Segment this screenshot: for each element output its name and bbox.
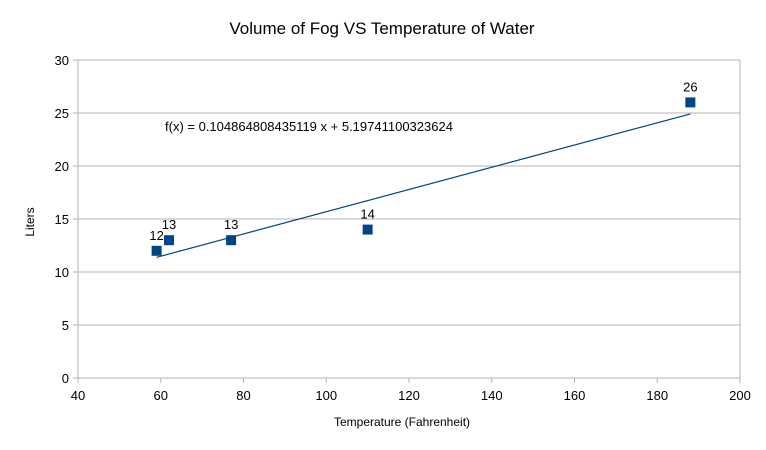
x-tick-label: 60: [154, 388, 168, 403]
chart-title: Volume of Fog VS Temperature of Water: [229, 19, 535, 38]
trendline-group: [156, 113, 691, 258]
x-tick-label: 160: [564, 388, 586, 403]
y-tick-label: 5: [62, 318, 69, 333]
x-axis-ticks: 40 60 80 100 120 140 160 180 200: [71, 388, 751, 403]
data-points: [151, 97, 696, 256]
gridlines: [73, 59, 740, 379]
x-tick-label: 200: [729, 388, 751, 403]
data-label: 14: [360, 207, 374, 222]
data-point: [362, 224, 373, 235]
x-tick-label: 180: [646, 388, 668, 403]
trendline-equation: f(x) = 0.104864808435119 x + 5.197411003…: [165, 119, 453, 134]
y-tick-label: 20: [55, 159, 69, 174]
y-tick-label: 10: [55, 265, 69, 280]
x-axis-label: Temperature (Fahrenheit): [334, 415, 470, 429]
axes: [77, 60, 741, 383]
data-point: [685, 97, 696, 108]
trendline: [156, 113, 691, 258]
y-tick-label: 30: [55, 53, 69, 68]
x-tick-label: 80: [236, 388, 250, 403]
y-tick-label: 0: [62, 371, 69, 386]
data-point: [226, 235, 237, 246]
data-label: 26: [683, 79, 697, 94]
data-label: 13: [162, 217, 176, 232]
x-tick-label: 140: [481, 388, 503, 403]
data-label: 12: [149, 228, 163, 243]
data-label: 13: [224, 217, 238, 232]
x-tick-label: 120: [398, 388, 420, 403]
y-axis-label: Liters: [23, 207, 37, 236]
y-axis-ticks: 0 5 10 15 20 25 30: [55, 53, 69, 386]
data-point: [151, 245, 162, 256]
x-tick-label: 100: [315, 388, 337, 403]
data-point: [164, 235, 175, 246]
x-tick-label: 40: [71, 388, 85, 403]
y-tick-label: 25: [55, 106, 69, 121]
y-tick-label: 15: [55, 212, 69, 227]
